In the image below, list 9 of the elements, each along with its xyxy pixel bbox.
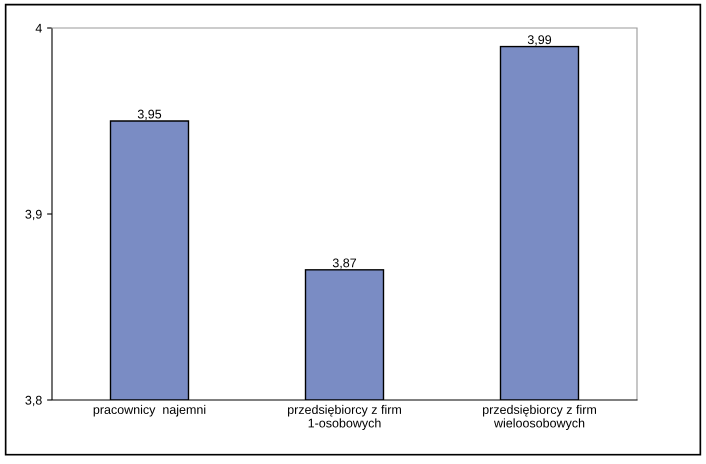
y-tick-label: 3,9 [25, 210, 42, 220]
y-tick-label: 4 [36, 24, 42, 33]
data-label: 3,99 [528, 35, 552, 46]
data-label: 3,95 [138, 110, 162, 120]
x-tick-label: przedsiębiorcy z firm 1-osobowych [288, 404, 401, 430]
x-tick-label: pracownicy najemni [94, 404, 206, 417]
data-label: 3,87 [332, 258, 356, 269]
y-tick-label: 3,8 [25, 396, 42, 406]
x-tick-label: przedsiębiorcy z firm wieloosobowych [483, 404, 596, 430]
